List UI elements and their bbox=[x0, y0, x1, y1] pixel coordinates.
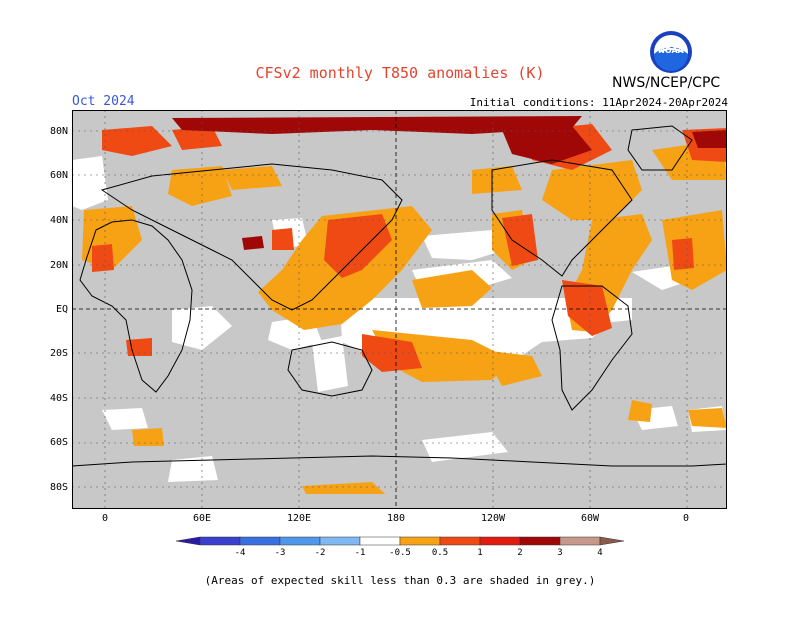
colorbar-box bbox=[399, 536, 441, 546]
colorbar-tick-label: 4 bbox=[597, 548, 602, 558]
noaa-logo: NOAA bbox=[650, 31, 692, 73]
equator-dateline bbox=[72, 110, 727, 509]
footnote: (Areas of expected skill less than 0.3 a… bbox=[204, 574, 596, 587]
initial-conditions: Initial conditions: 11Apr2024-20Apr2024 bbox=[469, 96, 728, 109]
graticule bbox=[72, 110, 727, 509]
colorbar-box bbox=[359, 536, 401, 546]
lat-label: 40N bbox=[49, 215, 68, 226]
coastlines bbox=[71, 125, 728, 467]
colorbar-tick-label: 3 bbox=[557, 548, 562, 558]
lon-label: 60E bbox=[192, 513, 212, 524]
lat-label: 20S bbox=[49, 348, 68, 359]
lon-label: 180 bbox=[386, 513, 406, 524]
map-frame bbox=[72, 110, 727, 509]
lat-label: EQ bbox=[55, 304, 68, 315]
lat-label: 60S bbox=[49, 437, 68, 448]
colorbar-tick-label: -1 bbox=[355, 548, 366, 558]
lon-label: 60W bbox=[580, 513, 600, 524]
anomaly-dark-red bbox=[172, 116, 727, 250]
svg-text:NOAA: NOAA bbox=[658, 46, 684, 55]
lon-label: 0 bbox=[682, 513, 690, 524]
lat-label: 80N bbox=[49, 126, 68, 137]
colorbar-tick-label: -4 bbox=[235, 548, 246, 558]
colorbar-tick-label: -0.5 bbox=[389, 548, 411, 558]
colorbar: -4 -3 -2 -1 -0.5 0.5 1 2 3 4 bbox=[175, 536, 625, 558]
agency-label: NWS/NCEP/CPC bbox=[612, 75, 721, 91]
colorbar-box bbox=[199, 536, 241, 546]
colorbar-box bbox=[519, 536, 561, 546]
lat-label: 20N bbox=[49, 260, 68, 271]
colorbar-box bbox=[279, 536, 321, 546]
colorbar-box bbox=[319, 536, 361, 546]
colorbar-arrow-low bbox=[175, 536, 201, 546]
lon-label: 120E bbox=[286, 513, 312, 524]
chart-title: CFSv2 monthly T850 anomalies (K) bbox=[255, 64, 545, 82]
colorbar-box bbox=[559, 536, 601, 546]
colorbar-tick-label: 0.5 bbox=[432, 548, 448, 558]
lon-label: 120W bbox=[480, 513, 506, 524]
colorbar-tick-label: -2 bbox=[315, 548, 326, 558]
lat-label: 40S bbox=[49, 393, 68, 404]
colorbar-box bbox=[479, 536, 521, 546]
lat-label: 60N bbox=[49, 170, 68, 181]
valid-month: Oct 2024 bbox=[72, 94, 135, 109]
colorbar-box bbox=[239, 536, 281, 546]
colorbar-tick-label: 2 bbox=[517, 548, 522, 558]
lon-label: 0 bbox=[101, 513, 109, 524]
colorbar-tick-label: -3 bbox=[275, 548, 286, 558]
anomaly-map bbox=[71, 110, 728, 509]
colorbar-arrow-high bbox=[599, 536, 625, 546]
colorbar-box bbox=[439, 536, 481, 546]
colorbar-tick-label: 1 bbox=[477, 548, 482, 558]
lat-label: 80S bbox=[49, 482, 68, 493]
